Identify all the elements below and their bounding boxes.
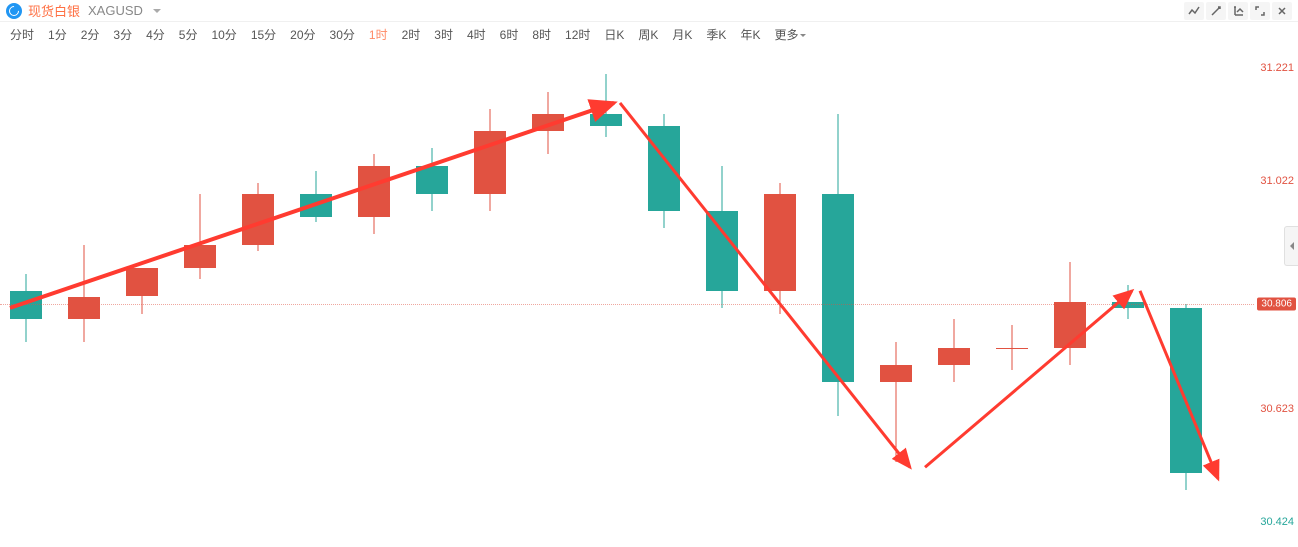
y-axis-label: 30.623 bbox=[1260, 403, 1294, 415]
timeframe-2分[interactable]: 2分 bbox=[81, 26, 100, 43]
timeframe-15分[interactable]: 15分 bbox=[251, 26, 276, 43]
timeframe-日K[interactable]: 日K bbox=[604, 26, 624, 43]
last-price-line bbox=[0, 304, 1254, 305]
timeframe-4时[interactable]: 4时 bbox=[467, 26, 486, 43]
draw-button[interactable] bbox=[1206, 2, 1226, 20]
instrument-symbol: XAGUSD bbox=[88, 3, 143, 18]
indicator-button[interactable] bbox=[1184, 2, 1204, 20]
timeframe-周K[interactable]: 周K bbox=[638, 26, 658, 43]
timeframe-更多[interactable]: 更多 bbox=[774, 26, 806, 43]
timeframe-3分[interactable]: 3分 bbox=[113, 26, 132, 43]
expand-panel-button[interactable] bbox=[1284, 226, 1298, 266]
y-axis-label: 31.022 bbox=[1260, 175, 1294, 187]
timeframe-30分[interactable]: 30分 bbox=[330, 26, 355, 43]
chart-toolbar bbox=[1184, 2, 1292, 20]
close-button[interactable] bbox=[1272, 2, 1292, 20]
timeframe-季K[interactable]: 季K bbox=[706, 26, 726, 43]
trend-arrow bbox=[925, 291, 1132, 467]
last-price-tag: 30.806 bbox=[1257, 298, 1296, 311]
instrument-name-cn: 现货白银 bbox=[28, 1, 80, 20]
chart-plot-area[interactable] bbox=[0, 46, 1254, 547]
timeframe-年K[interactable]: 年K bbox=[740, 26, 760, 43]
timeframe-20分[interactable]: 20分 bbox=[290, 26, 315, 43]
logo-icon bbox=[6, 3, 22, 19]
compare-button[interactable] bbox=[1228, 2, 1248, 20]
y-axis: 31.221 31.022 30.623 30.424 30.806 bbox=[1254, 46, 1298, 547]
timeframe-分时[interactable]: 分时 bbox=[10, 26, 34, 43]
timeframe-1分[interactable]: 1分 bbox=[48, 26, 67, 43]
annotation-layer bbox=[0, 46, 1254, 547]
timeframe-bar: 分时 1分 2分 3分 4分 5分 10分 15分 20分 30分 1时 2时 3时 4时 6时 8时 12时日… bbox=[0, 22, 1298, 46]
timeframe-8时[interactable]: 8时 bbox=[532, 26, 551, 43]
timeframe-6时[interactable]: 6时 bbox=[500, 26, 519, 43]
timeframe-3时[interactable]: 3时 bbox=[434, 26, 453, 43]
timeframe-5分[interactable]: 5分 bbox=[179, 26, 198, 43]
y-axis-label: 30.424 bbox=[1260, 516, 1294, 528]
timeframe-10分[interactable]: 10分 bbox=[211, 26, 236, 43]
timeframe-4分[interactable]: 4分 bbox=[146, 26, 165, 43]
chart-header: 现货白银 XAGUSD bbox=[0, 0, 1298, 22]
fullscreen-button[interactable] bbox=[1250, 2, 1270, 20]
timeframe-1时[interactable]: 1时 bbox=[369, 26, 388, 43]
symbol-dropdown-icon[interactable] bbox=[153, 9, 161, 13]
timeframe-月K[interactable]: 月K bbox=[672, 26, 692, 43]
timeframe-12时[interactable]: 12时 bbox=[565, 26, 590, 43]
chart-container: 31.221 31.022 30.623 30.424 30.806 bbox=[0, 46, 1298, 547]
timeframe-2时[interactable]: 2时 bbox=[402, 26, 421, 43]
y-axis-label: 31.221 bbox=[1260, 62, 1294, 74]
